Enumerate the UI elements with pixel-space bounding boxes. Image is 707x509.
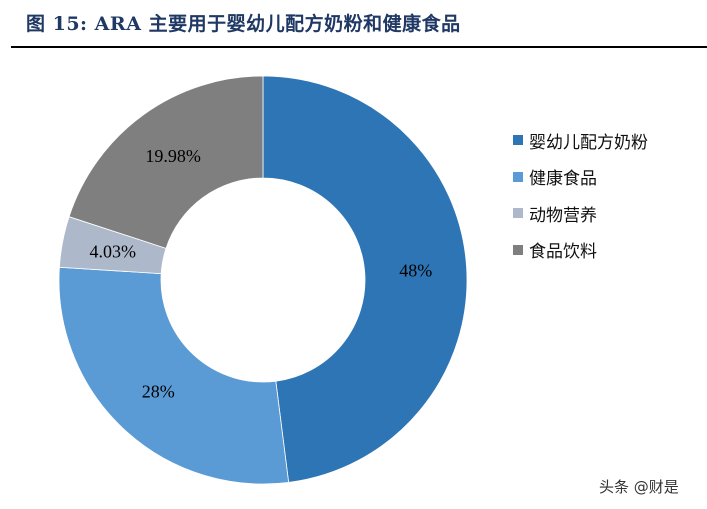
title-rule [11, 46, 707, 48]
legend-swatch-icon [513, 135, 523, 146]
slice-value-label: 28% [142, 382, 175, 402]
legend-item-infant-formula: 婴幼儿配方奶粉 [513, 122, 648, 159]
donut-slice [58, 266, 290, 485]
legend-label: 食品饮料 [529, 242, 597, 263]
legend-swatch-icon [513, 244, 523, 255]
figure-title: 图 15: ARA 主要用于婴幼儿配方奶粉和健康食品 [26, 13, 461, 35]
legend-item-health-food: 健康食品 [513, 159, 648, 196]
slice-value-label: 19.98% [145, 146, 201, 166]
legend-label: 动物营养 [529, 205, 597, 226]
slice-value-label: 4.03% [89, 241, 136, 261]
legend-item-animal-nutrition: 动物营养 [513, 195, 648, 232]
chart-legend: 婴幼儿配方奶粉 健康食品 动物营养 食品饮料 [513, 122, 648, 268]
legend-label: 健康食品 [529, 169, 597, 190]
legend-swatch-icon [513, 171, 523, 182]
legend-item-food-beverage: 食品饮料 [513, 232, 648, 269]
watermark: 头条 @财是 [599, 478, 679, 496]
slice-value-label: 48% [399, 260, 432, 280]
legend-label: 婴幼儿配方奶粉 [529, 132, 648, 153]
donut-slice [262, 75, 468, 483]
donut-slice [68, 75, 264, 249]
legend-swatch-icon [513, 208, 523, 219]
